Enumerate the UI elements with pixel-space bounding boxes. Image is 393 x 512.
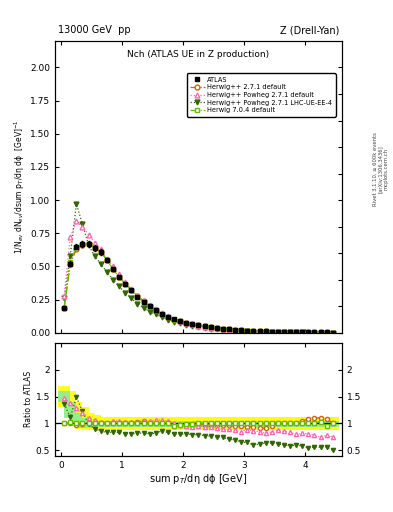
Legend: ATLAS, Herwig++ 2.7.1 default, Herwig++ Powheg 2.7.1 default, Herwig++ Powheg 2.: ATLAS, Herwig++ 2.7.1 default, Herwig++ … <box>187 74 336 117</box>
Y-axis label: Ratio to ATLAS: Ratio to ATLAS <box>24 371 33 428</box>
Text: Z (Drell-Yan): Z (Drell-Yan) <box>280 25 339 35</box>
Text: mcplots.cern.ch: mcplots.cern.ch <box>383 148 388 190</box>
Text: [arXiv:1306.3436]: [arXiv:1306.3436] <box>378 145 383 193</box>
X-axis label: sum p$_{T}$/dη dϕ [GeV]: sum p$_{T}$/dη dϕ [GeV] <box>149 472 248 486</box>
Text: 13000 GeV  pp: 13000 GeV pp <box>58 25 130 35</box>
Text: Rivet 3.1.10, ≥ 600k events: Rivet 3.1.10, ≥ 600k events <box>373 132 378 206</box>
Y-axis label: 1/N$_{ev}$ dN$_{ev}$/dsum p$_{T}$/dη dϕ  [GeV]$^{-1}$: 1/N$_{ev}$ dN$_{ev}$/dsum p$_{T}$/dη dϕ … <box>13 119 27 254</box>
Text: Nch (ATLAS UE in Z production): Nch (ATLAS UE in Z production) <box>127 50 270 59</box>
